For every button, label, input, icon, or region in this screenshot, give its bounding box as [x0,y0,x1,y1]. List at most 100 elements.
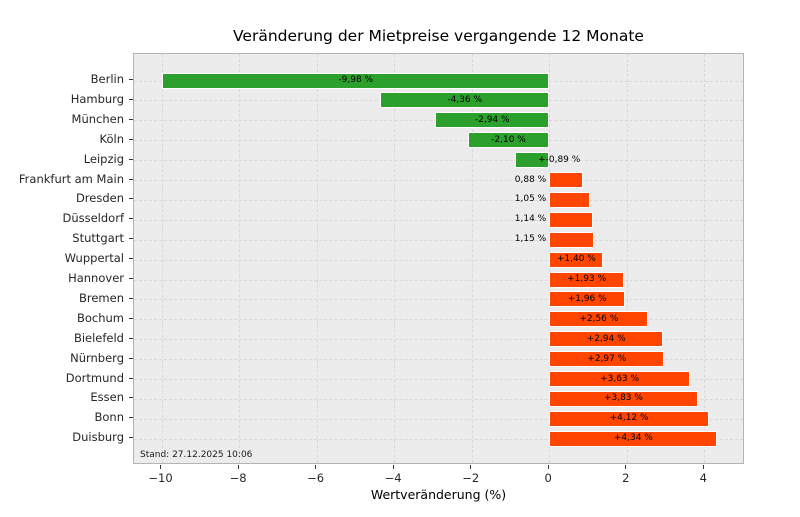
gridline-y [134,299,743,301]
y-tick-label: Dresden [75,191,124,206]
x-tick-label: −8 [229,471,247,485]
x-tick-mark [625,465,627,469]
y-tick-mark [129,258,133,260]
y-tick-label: Nürnberg [70,350,124,365]
gridline-y [134,398,743,400]
x-tick-mark [470,465,472,469]
y-tick-label: Bochum [76,310,124,325]
y-tick-label: Bonn [94,410,124,425]
gridline-x [471,54,473,463]
bar-value-label: 1,15 % [514,234,547,245]
bar-positive [549,410,709,427]
gridline-x [394,54,396,463]
gridline-y [134,199,743,201]
bar-value-label: +3,83 % [603,393,643,404]
timestamp-annotation: Stand: 27.12.2025 10:06 [140,450,253,460]
y-tick-label: Köln [99,131,125,146]
bar-negative [162,72,550,89]
x-tick-mark [160,465,162,469]
bar-value-label: +2,97 % [587,353,627,364]
bar-positive [549,430,718,447]
y-tick-mark [129,317,133,319]
y-tick-label: Hamburg [70,91,124,106]
y-tick-label: München [71,111,124,126]
bar-value-label: +4,34 % [613,433,653,444]
x-tick-label: 2 [622,471,630,485]
gridline-y [134,438,743,440]
y-tick-label: Hannover [68,271,124,285]
gridline-x [161,54,163,463]
gridline-y [134,180,743,181]
y-tick-label: Essen [90,390,124,405]
gridline-y [134,239,743,241]
bar-value-label: +1,40 % [556,254,596,265]
chart-title: Veränderung der Mietpreise vergangende 1… [233,27,644,45]
bar-positive [549,211,594,228]
x-tick-label: −6 [307,471,325,485]
bar-value-label: 0,88 % [514,174,547,185]
gridline-x [626,54,628,463]
bar-value-label: +1,93 % [567,274,607,284]
bar-negative [467,132,550,149]
y-tick-label: Berlin [90,72,124,86]
gridline-y [134,418,743,420]
gridline-y [134,319,743,321]
y-tick-mark [129,397,133,399]
bar-positive [549,251,604,268]
y-tick-mark [129,337,133,339]
y-tick-label: Bielefeld [73,330,124,345]
gridline-y [134,259,743,261]
gridline-y [134,359,743,361]
bar-positive [549,351,665,368]
x-tick-label: −2 [462,471,480,485]
gridline-y [134,160,743,162]
bar-value-label: +-0,89 % [538,154,581,165]
y-tick-mark [129,437,133,439]
x-tick-label: 4 [699,471,707,485]
bar-value-label: -4,36 % [447,94,483,105]
bar-positive [549,271,625,288]
y-tick-mark [129,118,133,120]
y-tick-mark [129,178,133,180]
gridline-x [239,54,241,463]
bar-positive [549,390,698,407]
y-tick-label: Stuttgart [72,231,124,246]
x-tick-label: −4 [384,471,402,485]
bar-positive [549,311,649,328]
y-tick-mark [129,218,133,220]
gridline-y [134,140,743,142]
y-tick-mark [129,377,133,379]
x-tick-mark [702,465,704,469]
y-tick-mark [129,417,133,419]
bar-positive [549,231,594,248]
y-tick-mark [129,278,133,279]
x-tick-mark [392,465,394,469]
y-tick-mark [129,98,133,100]
bar-value-label: +4,12 % [609,413,649,424]
bar-value-label: +1,96 % [567,293,607,304]
bar-negative [435,112,550,129]
y-tick-label: Dortmund [65,370,124,385]
y-tick-mark [129,198,133,200]
x-tick-mark [547,465,549,469]
bar-value-label: +3,63 % [600,373,640,384]
bar-value-label: +2,56 % [579,313,619,324]
y-tick-label: Düsseldorf [62,211,124,226]
x-tick-mark [315,465,317,469]
bar-negative [514,152,550,169]
bar-positive [549,331,664,348]
y-tick-label: Frankfurt am Main [18,171,124,186]
x-axis-label: Wertveränderung (%) [370,487,507,502]
x-tick-mark [237,465,239,469]
bar-value-label: 1,05 % [514,194,547,205]
bar-value-label: 1,14 % [514,214,547,225]
y-tick-mark [129,238,133,240]
x-tick-label: 0 [544,471,552,485]
plot-area: Stand: 27.12.2025 10:06 -9,98 % -4,36 % -2… [133,53,744,464]
bar-positive [549,291,626,308]
y-tick-label: Duisburg [72,430,124,445]
gridline-x [316,54,318,463]
y-tick-mark [129,79,133,80]
bar-negative [380,92,550,109]
